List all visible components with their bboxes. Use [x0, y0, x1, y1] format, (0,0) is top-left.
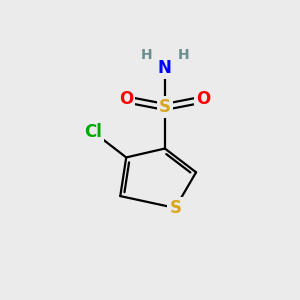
Text: H: H [178, 48, 189, 62]
Text: H: H [141, 48, 152, 62]
Text: N: N [158, 59, 172, 77]
Text: Cl: Cl [85, 123, 103, 141]
Text: S: S [159, 98, 171, 116]
Text: O: O [196, 91, 211, 109]
Text: S: S [169, 199, 181, 217]
Text: O: O [119, 91, 133, 109]
